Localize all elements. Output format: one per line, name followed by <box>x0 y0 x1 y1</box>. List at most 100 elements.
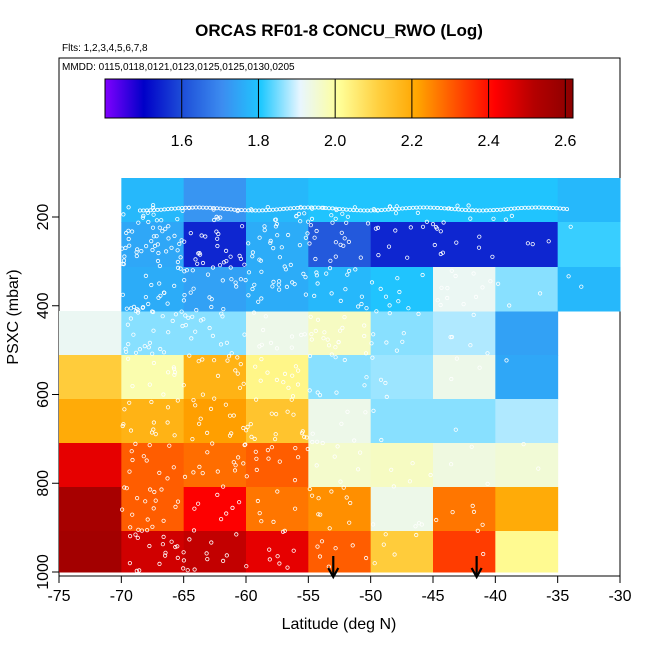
observation-point <box>150 351 155 356</box>
observation-point <box>419 522 424 527</box>
observation-point <box>376 253 381 258</box>
observation-point <box>445 285 450 291</box>
observation-point <box>127 469 132 474</box>
observation-point <box>131 304 137 309</box>
observation-point <box>288 262 293 267</box>
observation-point <box>172 433 177 438</box>
observation-point <box>160 542 165 547</box>
observation-point <box>292 281 297 287</box>
observation-point <box>237 500 242 505</box>
observation-point <box>210 441 215 446</box>
observation-point <box>525 241 531 246</box>
observation-point <box>340 325 345 330</box>
observation-point <box>273 432 278 437</box>
observation-point <box>233 280 238 285</box>
observation-point <box>293 445 298 451</box>
observation-point <box>252 282 257 287</box>
observation-point <box>378 377 384 382</box>
observation-point <box>231 460 236 465</box>
observation-point <box>245 424 250 429</box>
observation-point <box>172 283 177 288</box>
observation-point <box>133 308 138 314</box>
observation-point <box>217 263 223 268</box>
observation-point <box>481 551 486 557</box>
observation-point <box>495 281 501 286</box>
observation-point <box>230 505 235 510</box>
observation-point <box>151 203 156 208</box>
observation-point <box>193 403 198 408</box>
observation-point <box>141 213 146 218</box>
observation-point <box>135 535 140 541</box>
observation-point <box>389 467 394 472</box>
observation-point <box>250 286 255 292</box>
observation-point <box>147 340 152 345</box>
observation-point <box>124 486 129 491</box>
observation-point <box>185 568 190 573</box>
observation-point <box>253 364 258 369</box>
observation-point <box>395 276 400 281</box>
observation-point <box>142 343 147 349</box>
observation-point <box>236 455 241 460</box>
observation-point <box>151 234 156 239</box>
observation-point <box>424 219 429 224</box>
colorbar-tick-label: 2.6 <box>554 133 576 150</box>
observation-point <box>332 454 337 459</box>
observation-point <box>150 225 156 230</box>
observation-point <box>163 226 168 231</box>
observation-point <box>251 310 257 315</box>
observation-point <box>537 291 543 296</box>
observation-point <box>285 409 290 414</box>
observation-point <box>471 271 476 276</box>
x-tick-label: -45 <box>421 588 444 605</box>
observation-point <box>162 290 167 295</box>
observation-point <box>303 274 308 280</box>
observation-point <box>235 371 240 376</box>
observation-point <box>305 446 310 452</box>
observation-point <box>309 216 315 221</box>
observation-point <box>133 350 139 355</box>
observation-point <box>384 394 389 399</box>
observation-point <box>137 568 142 573</box>
observation-point <box>134 253 139 259</box>
observation-point <box>216 231 221 237</box>
observation-point <box>329 291 334 296</box>
observation-point <box>276 287 282 292</box>
heatmap-cell <box>183 355 247 400</box>
observation-point <box>257 510 262 516</box>
observation-point <box>234 284 239 289</box>
y-tick-label: 800 <box>35 470 52 497</box>
observation-point <box>344 495 349 500</box>
heatmap-cell <box>370 222 434 268</box>
observation-point <box>383 294 389 299</box>
observation-point <box>414 532 419 538</box>
observation-point <box>254 467 259 472</box>
observation-point <box>133 532 138 537</box>
observation-point <box>183 313 188 318</box>
observation-point <box>347 520 352 525</box>
observation-point <box>157 281 162 286</box>
chart-title: ORCAS RF01-8 CONCU_RWO (Log) <box>195 21 483 40</box>
heatmap-cell <box>370 178 434 223</box>
observation-point <box>228 265 233 270</box>
heatmap-cell <box>183 178 247 223</box>
observation-point <box>353 267 358 272</box>
heatmap-cell <box>557 267 621 312</box>
observation-point <box>345 214 350 219</box>
arrow-head <box>470 567 483 580</box>
observation-point <box>312 293 317 298</box>
observation-point <box>362 383 367 388</box>
observation-point <box>289 345 294 350</box>
observation-point <box>157 263 162 269</box>
observation-point <box>314 228 319 234</box>
observation-point <box>363 555 369 561</box>
observation-point <box>445 295 450 301</box>
x-tick-label: -30 <box>608 588 631 605</box>
observation-point <box>178 266 183 271</box>
observation-point <box>304 435 309 440</box>
observation-point <box>316 496 321 501</box>
observation-point <box>504 358 509 363</box>
observation-point <box>158 346 163 352</box>
colorbar-tick-label: 2.4 <box>477 133 499 150</box>
observation-point <box>157 561 162 567</box>
observation-point <box>122 254 127 259</box>
